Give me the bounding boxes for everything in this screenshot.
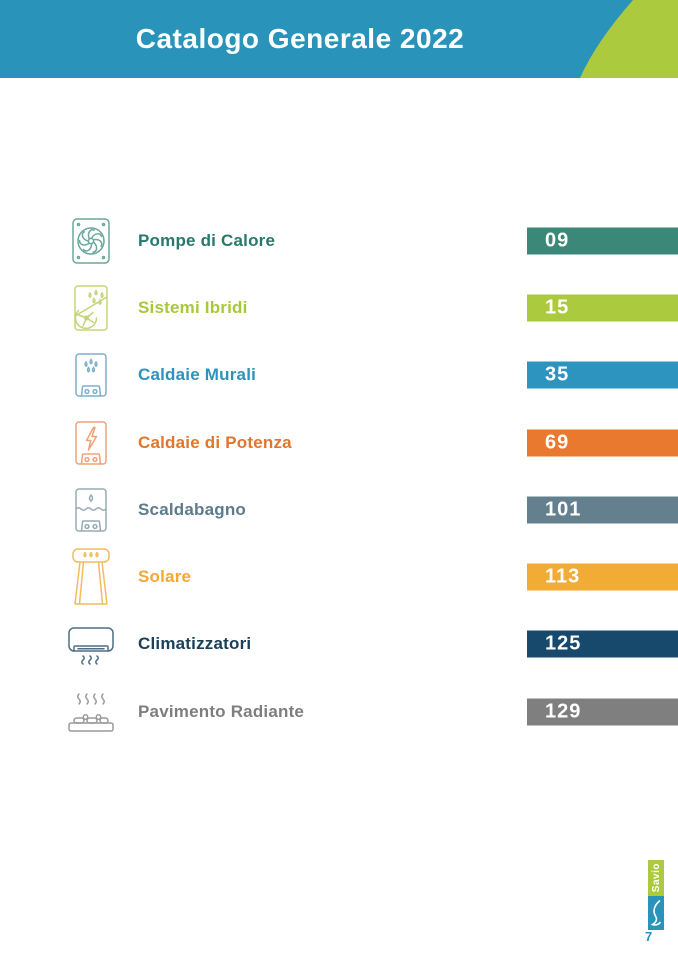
toc-page-number: 69 — [545, 431, 570, 454]
toc-row-scaldabagno[interactable]: Scaldabagno 101 — [0, 476, 678, 543]
toc-page-bar: 125 — [527, 630, 678, 658]
toc-page-number: 15 — [545, 296, 570, 319]
toc-page-bar: 35 — [527, 361, 678, 389]
toc-row-label: Pompe di Calore — [138, 230, 276, 250]
brand-logo-emblem — [648, 896, 664, 930]
page-title: Catalogo Generale 2022 — [135, 23, 465, 54]
toc-row-pavimento-radiante[interactable]: Pavimento Radiante 129 — [0, 678, 678, 745]
corner-wedge-decoration — [580, 0, 678, 78]
toc-row-pompe-di-calore[interactable]: Pompe di Calore 09 — [0, 207, 678, 274]
brand-logo: Savio — [648, 860, 664, 930]
toc-page-number: 101 — [545, 498, 582, 521]
toc-page-bar: 09 — [527, 227, 678, 255]
toc-row-label: Scaldabagno — [138, 499, 247, 519]
toc-row-label: Pavimento Radiante — [138, 701, 305, 721]
brand-logo-wordmark: Savio — [648, 860, 664, 896]
toc-page-number: 125 — [545, 632, 582, 655]
radiant-floor-icon — [66, 684, 116, 740]
toc-row-label: Caldaie Murali — [138, 365, 257, 385]
solar-icon — [66, 548, 116, 605]
toc-page-bar: 69 — [527, 429, 678, 457]
toc-row-sistemi-ibridi[interactable]: Sistemi Ibridi 15 — [0, 274, 678, 341]
toc-page-number: 35 — [545, 363, 570, 386]
table-of-contents: Pompe di Calore 09 Sistemi Ib — [0, 207, 678, 745]
toc-row-climatizzatori[interactable]: Climatizzatori 125 — [0, 611, 678, 678]
page-header: Catalogo Generale 2022 — [0, 0, 678, 78]
toc-page-bar: 15 — [527, 294, 678, 322]
water-heater-icon — [66, 482, 116, 538]
air-conditioner-icon — [66, 616, 116, 672]
power-boiler-icon — [66, 415, 116, 471]
toc-row-solare[interactable]: Solare 113 — [0, 543, 678, 610]
hybrid-system-icon — [66, 280, 116, 336]
swoosh-icon — [650, 900, 661, 926]
toc-row-caldaie-murali[interactable]: Caldaie Murali 35 — [0, 342, 678, 409]
toc-row-label: Caldaie di Potenza — [138, 432, 292, 452]
brand-name: Savio — [650, 863, 662, 893]
toc-page-number: 09 — [545, 229, 570, 252]
toc-row-label: Sistemi Ibridi — [138, 297, 248, 317]
wall-boiler-icon — [66, 347, 116, 403]
toc-row-label: Solare — [138, 567, 192, 587]
page-number: 7 — [645, 929, 653, 944]
toc-page-number: 113 — [545, 565, 581, 588]
heat-pump-icon — [66, 213, 116, 269]
toc-page-bar: 101 — [527, 496, 678, 524]
toc-page-bar: 113 — [527, 563, 678, 591]
toc-row-label: Climatizzatori — [138, 634, 252, 654]
toc-page-number: 129 — [545, 700, 582, 723]
toc-row-caldaie-di-potenza[interactable]: Caldaie di Potenza 69 — [0, 409, 678, 476]
toc-page-bar: 129 — [527, 698, 678, 726]
corner-wedge-shape — [580, 0, 678, 78]
